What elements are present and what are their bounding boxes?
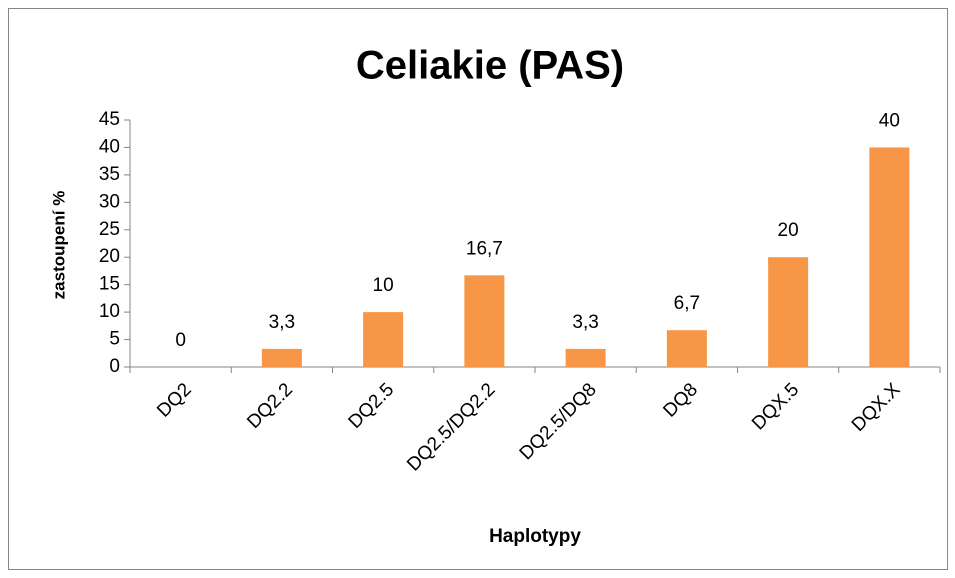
y-tick-label: 10: [99, 301, 120, 322]
value-label: 40: [879, 110, 900, 131]
value-label: 3,3: [572, 312, 598, 333]
bar: [363, 312, 404, 367]
y-tick-label: 20: [99, 246, 120, 267]
y-tick-label: 0: [109, 356, 120, 377]
bar: [261, 348, 302, 367]
value-label: 10: [373, 275, 394, 296]
bar: [565, 348, 606, 367]
y-tick-label: 5: [109, 329, 120, 350]
y-tick-label: 40: [99, 136, 120, 157]
y-tick-label: 30: [99, 191, 120, 212]
value-label: 3,3: [269, 312, 295, 333]
bar: [666, 330, 707, 367]
y-axis-label: zastoupení %: [49, 191, 68, 300]
y-tick-label: 15: [99, 274, 120, 295]
y-tick-label: 45: [99, 109, 120, 130]
bar: [768, 257, 809, 367]
value-label: 20: [778, 220, 799, 241]
bar: [464, 275, 505, 367]
value-label: 6,7: [674, 293, 700, 314]
y-tick-label: 25: [99, 219, 120, 240]
value-label: 16,7: [466, 238, 503, 259]
y-tick-label: 35: [99, 164, 120, 185]
bar: [869, 147, 910, 367]
x-axis-label: Haplotypy: [489, 526, 581, 547]
chart-title: Celiakie (PAS): [356, 44, 624, 88]
value-label: 0: [175, 330, 186, 351]
